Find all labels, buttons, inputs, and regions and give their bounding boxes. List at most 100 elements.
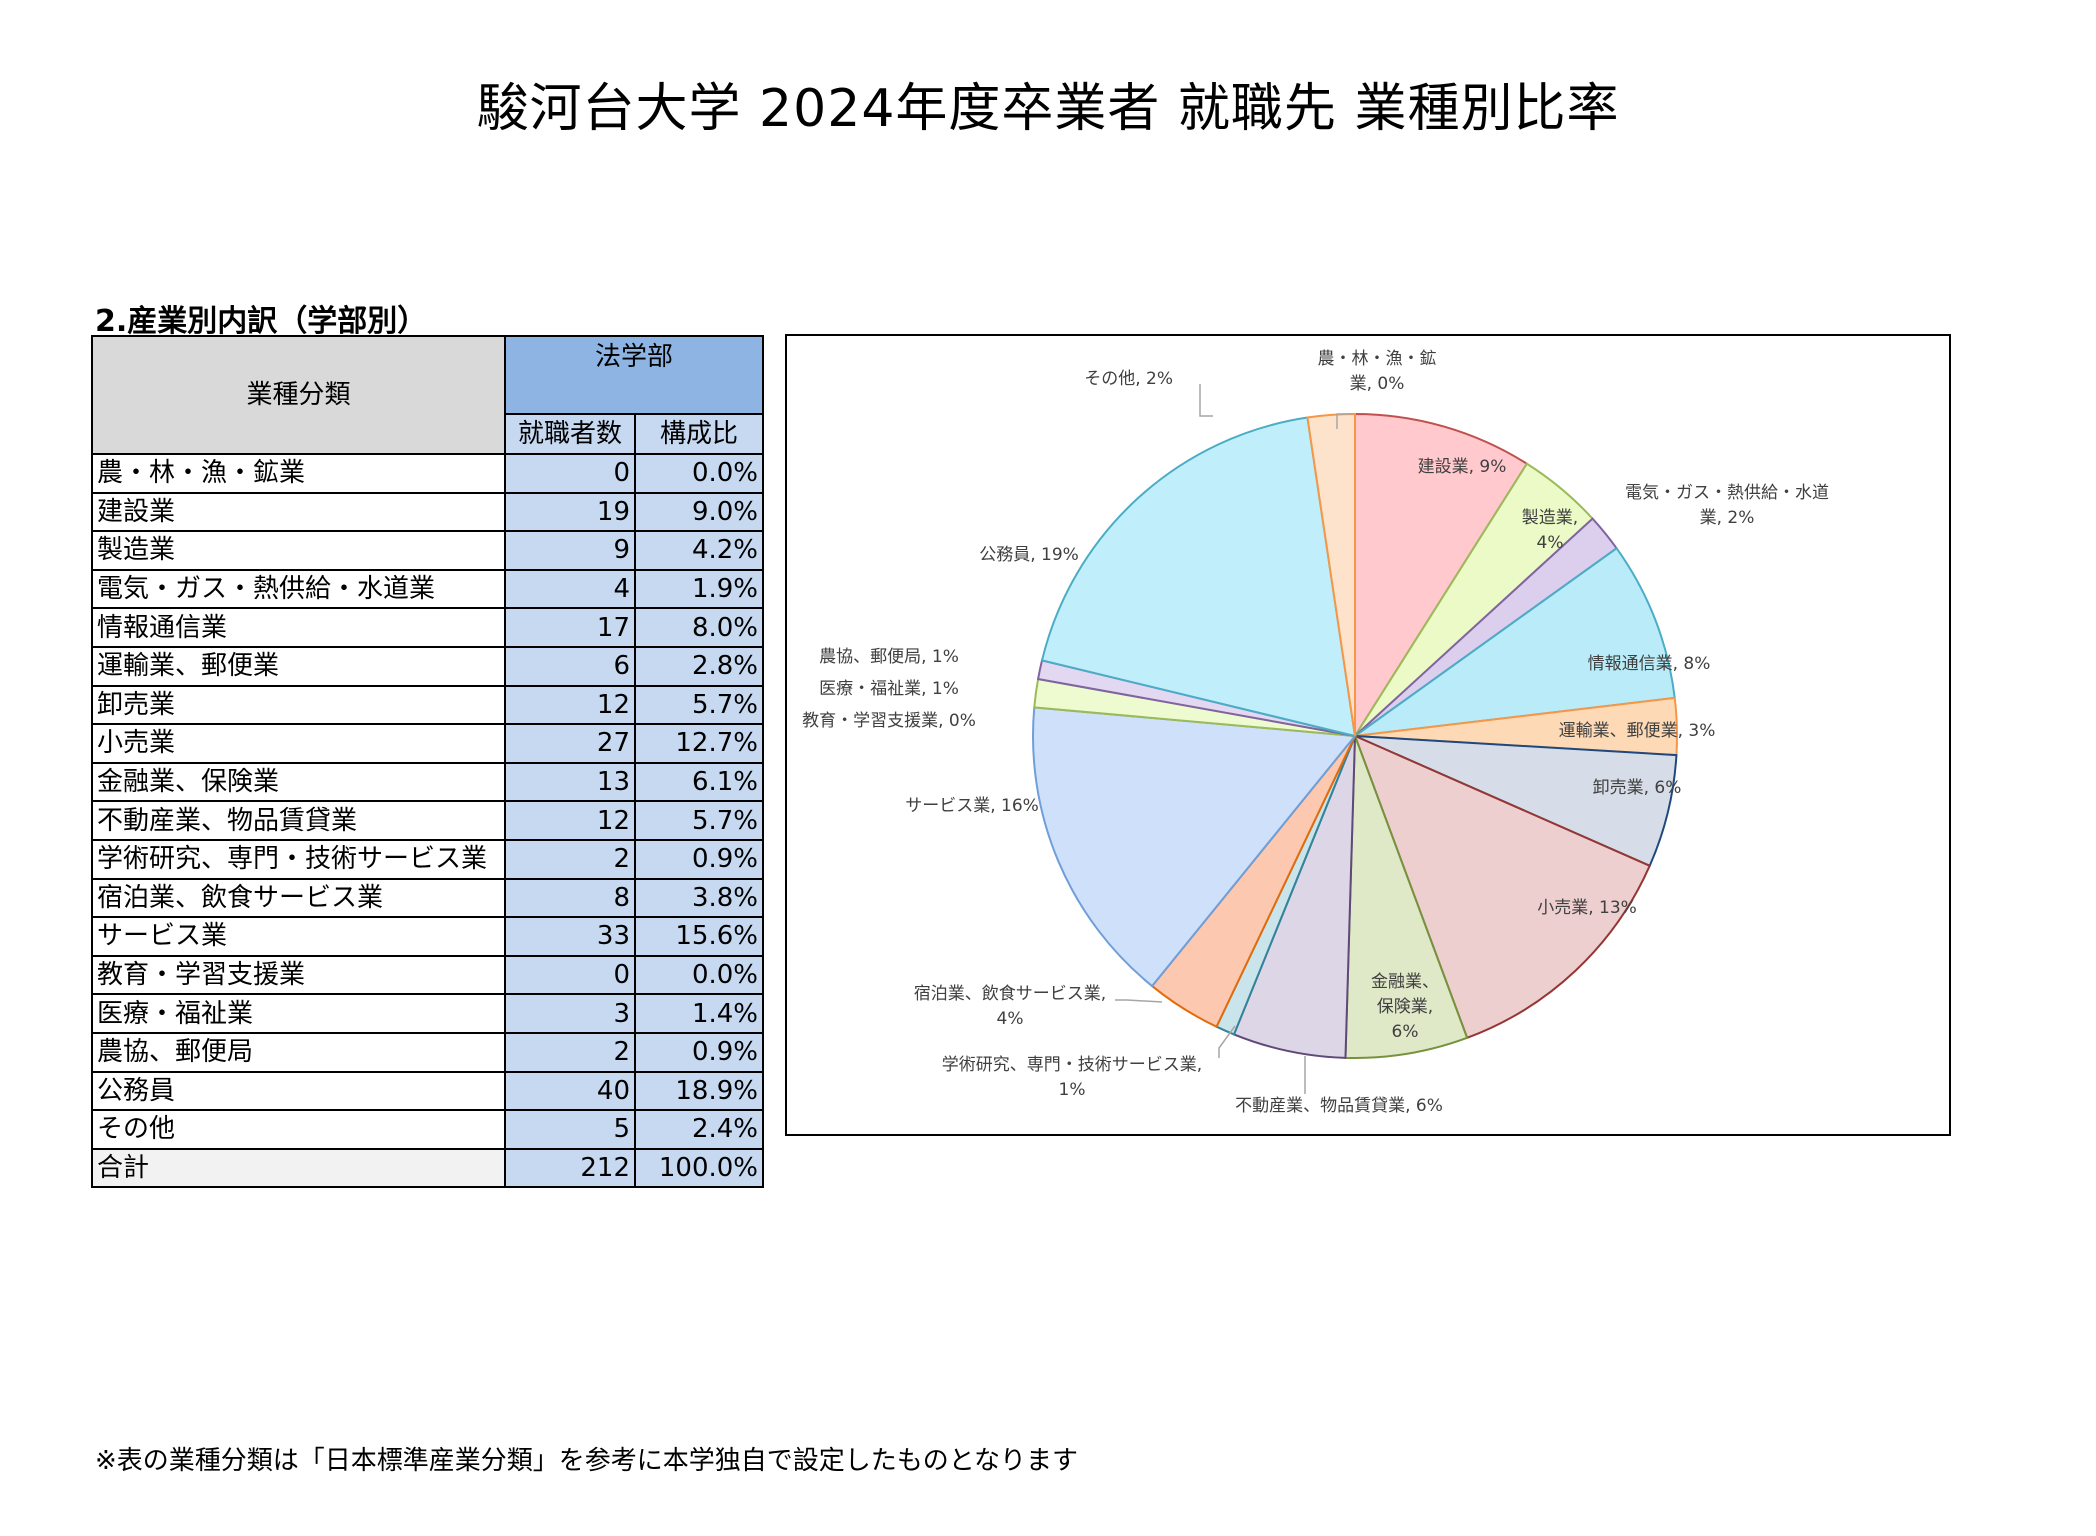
ratio-cell: 0.0%: [634, 954, 764, 996]
pie-label-1: 建設業, 9%: [1418, 457, 1507, 477]
category-cell: その他: [91, 1109, 506, 1150]
pie-label-line: 業, 2%: [1700, 508, 1755, 528]
pie-label-line: 1%: [1059, 1080, 1086, 1100]
pie-label-9: 不動産業、物品賃貸業, 6%: [1235, 1096, 1443, 1116]
pie-label-line: 保険業,: [1377, 997, 1433, 1017]
table-row: 公務員 40 18.9%: [91, 1070, 764, 1112]
ratio-cell: 0.0%: [634, 453, 764, 494]
pie-label-4: 情報通信業, 8%: [1588, 654, 1711, 674]
count-cell: 2: [504, 838, 636, 880]
ratio-cell: 4.2%: [634, 530, 764, 571]
category-cell: 教育・学習支援業: [91, 954, 506, 996]
table-row: 金融業、保険業 13 6.1%: [91, 761, 764, 803]
ratio-cell: 0.9%: [634, 1031, 764, 1073]
pie-label-line: 農・林・漁・鉱: [1318, 349, 1437, 369]
pie-slice-17: [1306, 412, 1356, 737]
pie-label-line: 農協、郵便局, 1%: [819, 647, 959, 667]
table-subheader-row: 就職者数 構成比: [92, 413, 764, 455]
table-row: 電気・ガス・熱供給・水道業 4 1.9%: [91, 568, 764, 610]
pie-label-line: その他, 2%: [1084, 369, 1173, 389]
category-cell: 小売業: [91, 723, 506, 764]
ratio-cell: 100.0%: [634, 1147, 764, 1189]
count-cell: 13: [504, 761, 636, 803]
count-cell: 0: [504, 453, 636, 494]
category-cell: 農・林・漁・鉱業: [91, 453, 506, 494]
count-cell: 12: [504, 684, 636, 726]
ratio-cell: 2.8%: [634, 645, 764, 687]
pie-label-line: 教育・学習支援業, 0%: [802, 711, 976, 731]
pie-label-line: 卸売業, 6%: [1593, 778, 1682, 798]
pie-slice-12: [1032, 706, 1357, 988]
ratio-cell: 15.6%: [634, 916, 764, 957]
ratio-cell: 0.9%: [634, 838, 764, 880]
count-cell: 33: [504, 916, 636, 957]
leader-line-10: [1218, 1025, 1236, 1058]
pie-label-line: 電気・ガス・熱供給・水道: [1625, 483, 1829, 503]
table-row: 農・林・漁・鉱業 0 0.0%: [91, 453, 764, 494]
count-cell: 4: [504, 568, 636, 610]
table-row: 情報通信業 17 8.0%: [91, 607, 764, 648]
leader-line-11: [1115, 999, 1163, 1003]
ratio-cell: 5.7%: [634, 800, 764, 841]
category-cell: 製造業: [91, 530, 506, 571]
category-cell: 電気・ガス・熱供給・水道業: [91, 568, 506, 610]
pie-label-line: 4%: [997, 1009, 1024, 1029]
employment-table: 業種分類 法学部 就職者数 構成比 農・林・漁・鉱業 0 0.0% 建設業 19 9.0%…: [91, 335, 764, 1189]
pie-chart-area: 農・林・漁・鉱業, 0% 建設業, 9% 製造業, 4% 電気・ガス・熱供給・水道業, …: [785, 334, 1951, 1136]
ratio-cell: 1.4%: [634, 993, 764, 1034]
table-row: 卸売業 12 5.7%: [91, 684, 764, 726]
pie-label-line: 学術研究、専門・技術サービス業,: [942, 1055, 1202, 1075]
table-row: 小売業 27 12.7%: [91, 723, 764, 764]
footnote: ※表の業種分類は「日本標準産業分類」を参考に本学独自で設定したものとなります: [95, 1446, 1079, 1476]
count-cell: 8: [504, 877, 636, 919]
category-cell: 不動産業、物品賃貸業: [91, 800, 506, 841]
pie-label-line: 製造業,: [1522, 508, 1578, 528]
count-cell: 2: [504, 1031, 636, 1073]
pie-slice-4: [1354, 546, 1676, 737]
count-cell: 27: [504, 723, 636, 764]
table-row: 学術研究、専門・技術サービス業 2 0.9%: [91, 838, 764, 880]
pie-label-17: その他, 2%: [1084, 369, 1173, 389]
ratio-cell: 6.1%: [634, 761, 764, 803]
count-cell: 5: [504, 1109, 636, 1150]
pie-label-line: 医療・福祉業, 1%: [819, 679, 959, 699]
pie-label-12: サービス業, 16%: [905, 796, 1039, 816]
table-total-row: 合計 212 100.0%: [91, 1147, 764, 1189]
header-ratio: 構成比: [634, 413, 764, 455]
category-cell: 医療・福祉業: [91, 993, 506, 1034]
ratio-cell: 18.9%: [634, 1070, 764, 1112]
pie-slice-16: [1040, 416, 1357, 738]
pie-label-line: 4%: [1537, 533, 1564, 553]
pie-label-line: 不動産業、物品賃貸業, 6%: [1235, 1096, 1443, 1116]
table-row: その他 5 2.4%: [91, 1109, 764, 1150]
pie-label-6: 卸売業, 6%: [1593, 778, 1682, 798]
leader-line-17: [1199, 384, 1213, 417]
pie-label-line: 6%: [1392, 1022, 1419, 1042]
pie-slice-7: [1353, 734, 1651, 1040]
pie-label-13: 教育・学習支援業, 0%: [802, 711, 976, 731]
pie-label-line: 運輸業、郵便業, 3%: [1559, 721, 1716, 741]
pie-label-line: 宿泊業、飲食サービス業,: [914, 984, 1106, 1004]
count-cell: 40: [504, 1070, 636, 1112]
ratio-cell: 9.0%: [634, 491, 764, 533]
category-cell: 宿泊業、飲食サービス業: [91, 877, 506, 919]
ratio-cell: 3.8%: [634, 877, 764, 919]
category-cell: 農協、郵便局: [91, 1031, 506, 1073]
pie-slice-8: [1344, 735, 1469, 1059]
pie-label-line: 公務員, 19%: [979, 545, 1079, 565]
category-cell: 公務員: [91, 1070, 506, 1112]
count-cell: 3: [504, 993, 636, 1034]
pie-label-15: 農協、郵便局, 1%: [819, 647, 959, 667]
count-cell: 19: [504, 491, 636, 533]
category-cell: 運輸業、郵便業: [91, 645, 506, 687]
pie-label-line: 小売業, 13%: [1537, 898, 1637, 918]
table-row: 教育・学習支援業 0 0.0%: [91, 954, 764, 996]
table-row: 建設業 19 9.0%: [91, 491, 764, 533]
pie-label-2: 製造業, 4%: [1522, 508, 1578, 553]
ratio-cell: 1.9%: [634, 568, 764, 610]
pie-label-11: 宿泊業、飲食サービス業, 4%: [914, 984, 1106, 1029]
count-cell: 12: [504, 800, 636, 841]
table-header-row: 業種分類 法学部: [91, 335, 764, 455]
table-row: 運輸業、郵便業 6 2.8%: [91, 645, 764, 687]
ratio-cell: 8.0%: [634, 607, 764, 648]
